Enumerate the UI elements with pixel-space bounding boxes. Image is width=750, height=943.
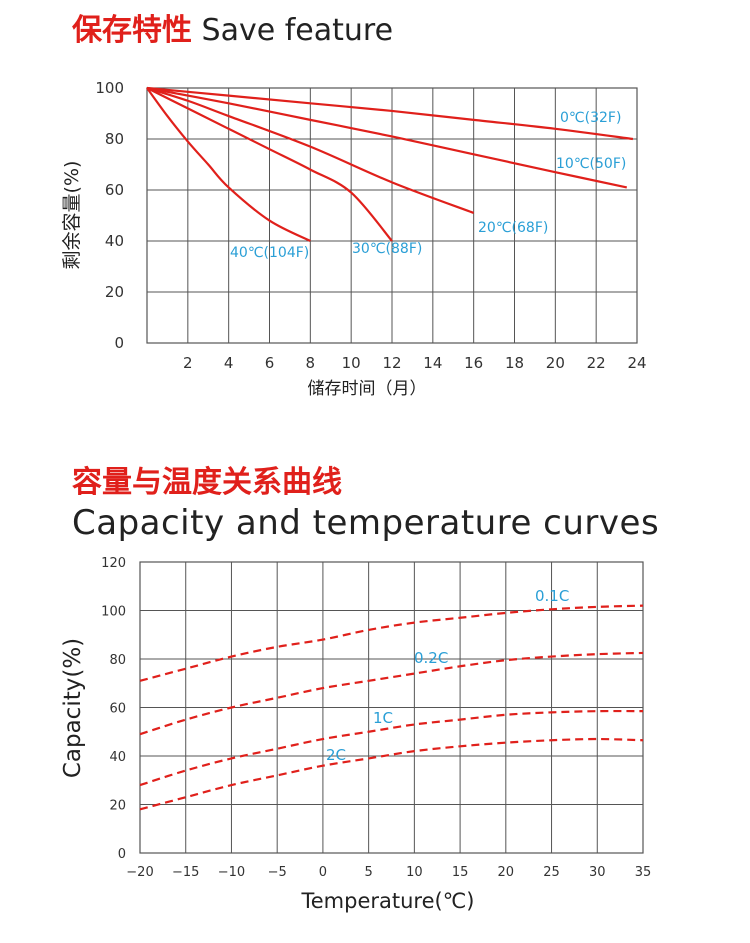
x-tick-label: 12 [382,354,401,372]
series-line [146,86,475,214]
x-tick-label: −10 [218,865,245,880]
series-line [146,87,311,242]
x-tick-label: 22 [587,354,606,372]
x-tick-label: 30 [589,865,606,880]
series-label: 1C [373,709,393,727]
series-line [139,709,644,787]
series-label: 20℃(68F) [478,220,548,236]
y-tick-label: 20 [109,799,126,814]
y-tick-label: 60 [109,702,126,717]
x-tick-label: 35 [635,865,652,880]
y-axis-label: 剩余容量(%) [61,161,83,270]
capacity-temperature-title-cn: 容量与温度关系曲线 [72,465,342,500]
series-line [146,87,393,242]
x-tick-label: −5 [268,865,287,880]
y-axis-label: Capacity(%) [60,638,86,778]
series-line [146,86,628,189]
y-tick-label: 100 [95,79,124,97]
series-label: 0.2C [414,649,448,667]
series-line [146,86,634,141]
series-line [139,737,644,811]
x-tick-label: 16 [464,354,483,372]
y-tick-label: 60 [105,181,124,199]
y-tick-label: 80 [105,130,124,148]
x-tick-label: 8 [306,354,316,372]
x-tick-label: 5 [364,865,372,880]
title-cn: 保存特性 [72,13,192,48]
title-en: Save feature [201,13,394,48]
plot-frame [146,87,638,344]
x-tick-label: 18 [505,354,524,372]
y-tick-label: 0 [114,334,124,352]
x-tick-label: −15 [172,865,199,880]
series-label: 0.1C [535,587,569,605]
y-tick-label: 120 [101,556,126,571]
x-tick-label: 10 [406,865,423,880]
plot-frame [139,561,644,854]
series-line [139,651,644,736]
series-label: 40℃(104F) [230,245,309,261]
capacity-temperature-title-en: Capacity and temperature curves [72,503,660,543]
x-axis-label: 储存时间（月） [308,379,427,399]
x-tick-label: 14 [423,354,442,372]
x-tick-label: 2 [183,354,193,372]
x-tick-label: 10 [342,354,361,372]
temperature-chart: −20 −15 −10 −5 0 5 10 15 20 25 30 35 0 20 40 60 80 100 120… [60,556,651,913]
save-feature-title: 保存特性 Save feature [72,16,393,46]
y-tick-label: 100 [101,605,126,620]
x-tick-label: −20 [126,865,153,880]
storage-chart: 2 4 6 8 10 12 14 16 18 20 22 240204060801000℃(32F)1… [61,79,647,399]
y-tick-label: 40 [109,750,126,765]
x-tick-label: 4 [224,354,234,372]
x-tick-label: 0 [319,865,327,880]
x-tick-label: 25 [543,865,560,880]
series-label: 0℃(32F) [560,110,621,126]
x-tick-label: 15 [452,865,469,880]
series-line [139,604,644,682]
y-tick-label: 20 [105,283,124,301]
x-tick-label: 20 [546,354,565,372]
y-tick-label: 0 [118,847,126,862]
y-tick-label: 80 [109,653,126,668]
series-label: 2C [326,746,346,764]
x-tick-label: 6 [265,354,275,372]
x-tick-label: 20 [498,865,515,880]
y-tick-label: 40 [105,232,124,250]
x-tick-label: 24 [627,354,646,372]
series-label: 30℃(88F) [352,241,422,257]
x-axis-label: Temperature(℃) [301,889,475,913]
series-label: 10℃(50F) [556,156,626,172]
